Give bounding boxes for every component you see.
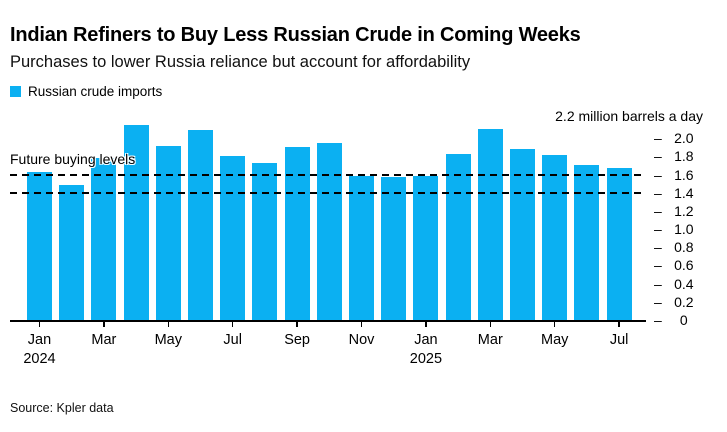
y-axis-tick-label: –1.4 [654, 184, 697, 202]
bar [510, 149, 535, 320]
y-axis-tick-label: –1.0 [654, 220, 697, 238]
tick-value: 0.2 [674, 293, 694, 310]
x-axis-label: Nov [348, 332, 375, 348]
y-axis-tick-label: –1.2 [654, 202, 697, 220]
x-axis-label: Mar [91, 332, 117, 348]
tick-value: 0.4 [674, 275, 694, 292]
x-axis-label: May [540, 332, 569, 348]
tick-dash: – [654, 202, 662, 219]
tick-dash: – [654, 166, 662, 183]
tick-dash: – [654, 130, 662, 147]
bar [445, 153, 471, 320]
tick-dash: – [654, 257, 662, 274]
y-axis-tick-label: –0.4 [654, 275, 697, 293]
tick-dash: – [654, 148, 662, 165]
x-axis-tick [360, 321, 363, 327]
tick-value: 0.8 [674, 239, 694, 256]
y-axis-tick-label: –0.2 [654, 293, 697, 311]
x-axis-tick [553, 321, 556, 327]
x-axis-year-label: 2025 [409, 351, 443, 367]
bar [155, 146, 181, 320]
tick-dash: – [654, 239, 662, 256]
x-axis-tick [231, 321, 234, 327]
x-axis-tick [103, 321, 105, 327]
tick-dash: – [654, 293, 662, 310]
y-axis-tick-label: –2.0 [654, 129, 697, 147]
x-axis-label: Jul [223, 332, 242, 348]
y-axis-tick-label: –1.8 [654, 147, 697, 165]
legend-label: Russian crude imports [28, 84, 163, 99]
y-axis-unit-label: 2.2 million barrels a day [555, 108, 703, 124]
x-axis-tick [425, 321, 427, 327]
x-axis-label: Jul [609, 332, 629, 348]
legend: Russian crude imports [10, 84, 162, 99]
bar [252, 162, 278, 320]
tick-dash: – [654, 221, 662, 238]
tick-dash: – [654, 275, 662, 292]
x-axis-label: Jan 2024 [8, 331, 72, 369]
tick-value: 1.2 [674, 202, 694, 219]
chart-subtitle: Purchases to lower Russia reliance but a… [10, 53, 471, 71]
tick-value: 1.6 [674, 166, 694, 183]
bar [574, 164, 600, 320]
source-note: Source: Kpler data [10, 401, 114, 415]
bar [316, 142, 342, 320]
x-axis-label: May [154, 332, 182, 348]
tick-value: 1.8 [674, 148, 694, 165]
x-axis-year-label: 2024 [23, 351, 56, 367]
bar [91, 158, 117, 320]
tick-value: 1.0 [674, 221, 694, 238]
bar [413, 176, 439, 320]
tick-value: 1.4 [674, 184, 694, 201]
tick-value: 0 [679, 312, 688, 328]
bar [381, 177, 407, 320]
tick-dash: – [654, 312, 662, 328]
x-axis-tick [167, 321, 170, 327]
x-axis-label: Jan 2025 [394, 331, 458, 369]
annotation-label: Future buying levels [10, 151, 136, 167]
x-axis-tick [489, 321, 492, 327]
chart-title: Indian Refiners to Buy Less Russian Crud… [10, 24, 581, 46]
bar [349, 176, 374, 320]
bar [59, 185, 85, 320]
y-axis-tick-label: –0.6 [654, 256, 697, 274]
tick-value: 0.6 [674, 257, 694, 274]
bar [477, 129, 503, 320]
bar [27, 171, 52, 320]
x-axis-label: Sep [284, 332, 310, 348]
y-axis-tick-label: –1.6 [654, 166, 697, 184]
y-axis-tick-label: –0.8 [654, 238, 697, 256]
bar [220, 156, 246, 320]
x-axis-tick [38, 321, 41, 327]
bar [542, 155, 568, 320]
bar [123, 124, 149, 320]
future-buying-level-line [10, 173, 646, 176]
tick-value: 2.0 [674, 130, 694, 147]
tick-dash: – [654, 184, 662, 201]
x-axis-tick [618, 321, 620, 327]
x-axis-tick [296, 321, 298, 327]
x-axis-line [10, 320, 646, 322]
x-axis-label: Mar [477, 332, 503, 348]
y-axis-tick-label: –0 [654, 311, 697, 329]
bar [188, 130, 213, 320]
legend-swatch-icon [10, 86, 21, 97]
bar [284, 147, 310, 320]
future-buying-level-line [10, 191, 646, 194]
